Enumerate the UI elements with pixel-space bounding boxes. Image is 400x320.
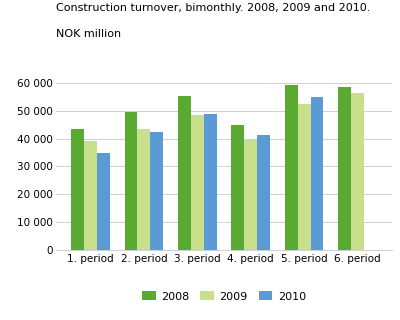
Bar [150, 132, 163, 250]
Bar [244, 139, 257, 250]
Bar [178, 96, 191, 250]
Text: NOK million: NOK million [56, 29, 121, 39]
Bar [204, 114, 216, 250]
Bar [125, 112, 138, 250]
Bar [298, 104, 310, 250]
Bar [71, 129, 84, 250]
Bar [138, 129, 150, 250]
Bar [97, 153, 110, 250]
Bar [310, 97, 323, 250]
Bar [257, 134, 270, 250]
Bar [232, 125, 244, 250]
Bar [338, 87, 351, 250]
Bar [351, 93, 364, 250]
Bar [285, 84, 298, 250]
Legend: 2008, 2009, 2010: 2008, 2009, 2010 [138, 287, 310, 306]
Bar [191, 115, 204, 250]
Bar [84, 141, 97, 250]
Text: Construction turnover, bimonthly. 2008, 2009 and 2010.: Construction turnover, bimonthly. 2008, … [56, 3, 370, 13]
